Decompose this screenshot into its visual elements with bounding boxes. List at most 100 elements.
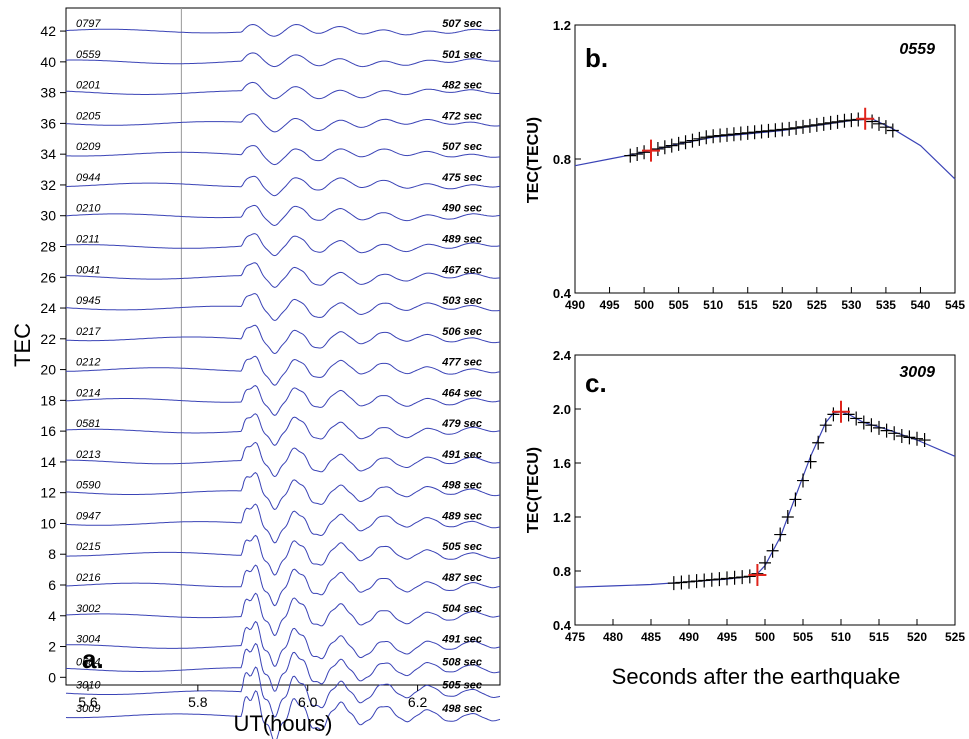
y-tick-label: 1.2	[553, 18, 571, 33]
sample-marker	[707, 129, 720, 144]
sample-marker	[911, 431, 923, 446]
tec-trace	[65, 355, 501, 386]
sample-marker	[705, 572, 718, 587]
sample-marker	[866, 114, 879, 129]
tec-trace	[65, 592, 501, 637]
sample-marker	[693, 131, 706, 146]
y-tick-label: 1.6	[553, 456, 571, 471]
sample-marker	[888, 426, 901, 441]
delay-label: 464 sec	[441, 387, 482, 399]
tec-trace	[66, 262, 501, 288]
sample-marker	[797, 119, 809, 134]
station-label: 0215	[76, 541, 101, 553]
tec-trace	[66, 441, 501, 478]
x-tick-label: 505	[793, 630, 813, 644]
sample-marker	[812, 435, 825, 450]
tec-trace	[65, 81, 501, 100]
sample-marker	[675, 575, 688, 590]
sample-marker	[903, 430, 916, 445]
sample-marker	[624, 148, 637, 163]
sample-marker	[850, 411, 863, 426]
y-tick-label: 22	[40, 331, 56, 347]
y-tick-label: 2	[48, 639, 56, 655]
sample-marker	[755, 124, 768, 139]
delay-label: 482 sec	[441, 80, 482, 92]
tec-trace	[65, 666, 501, 718]
sample-marker	[759, 555, 771, 570]
sample-marker	[918, 433, 931, 448]
station-label: 0945	[76, 295, 101, 307]
tec-trace	[65, 564, 501, 607]
x-axis-b: 490 495 500 505 510 515 520 525 530 535 540 545	[565, 287, 965, 312]
station-label: 0205	[76, 110, 101, 122]
x-tick-label: 515	[738, 298, 758, 312]
sample-marker	[776, 122, 789, 137]
tec-trace	[65, 642, 501, 692]
y-tick-label: 0.8	[553, 152, 571, 167]
y-tick-label: 38	[40, 85, 56, 101]
sample-marker	[824, 115, 837, 130]
panel-a-frame	[65, 7, 501, 686]
sample-marker	[631, 146, 644, 161]
delay-label: 507 sec	[442, 18, 482, 30]
y-tick-label: 0	[48, 669, 56, 685]
sample-marker	[790, 120, 803, 135]
delay-label: 505 sec	[442, 680, 482, 692]
station-label: 0210	[76, 203, 101, 215]
x-tick-label: 6.0	[298, 694, 318, 710]
pick-marker	[832, 400, 850, 423]
tec-trace	[66, 175, 501, 197]
plot-c	[574, 400, 956, 591]
sample-marker	[672, 136, 685, 151]
delay-label: 490 sec	[441, 203, 482, 215]
panel-b-ylabel: TEC(TECU)	[525, 117, 542, 203]
x-tick-label: 475	[565, 630, 585, 644]
y-tick-label: 14	[40, 454, 56, 470]
sample-marker	[700, 130, 713, 145]
sample-marker	[819, 418, 832, 433]
station-label: 0584	[76, 657, 100, 669]
x-tick-label: 5.6	[78, 694, 98, 710]
tec-trace	[65, 385, 501, 416]
station-label: 0216	[76, 572, 101, 584]
station-label: 3004	[76, 634, 100, 646]
y-tick-label: 26	[40, 269, 56, 285]
tec-trace	[65, 471, 501, 510]
tec-trace	[65, 145, 501, 166]
y-tick-label: 32	[40, 177, 56, 193]
x-tick-label: 5.8	[188, 694, 208, 710]
panel-c-title: 3009	[899, 364, 935, 381]
sample-marker	[658, 140, 671, 155]
sample-marker	[741, 125, 754, 140]
y-tick-label: 2.0	[553, 402, 571, 417]
sample-marker	[797, 473, 809, 488]
sample-marker	[845, 113, 858, 128]
y-tick-label: 18	[40, 392, 56, 408]
sample-marker	[895, 429, 908, 443]
station-label: 0797	[76, 18, 101, 30]
x-tick-label: 485	[641, 630, 661, 644]
sample-marker	[651, 141, 664, 156]
x-tick-label: 495	[600, 298, 620, 312]
x-tick-label: 505	[669, 298, 689, 312]
y-tick-label: 20	[40, 362, 56, 378]
sample-marker	[766, 543, 779, 558]
y-tick-label: 1.2	[553, 510, 571, 525]
delay-label: 504 sec	[442, 603, 482, 615]
panel-a-label: a.	[82, 644, 104, 674]
x-tick-label: 510	[831, 630, 851, 644]
x-tick-label: 535	[876, 298, 896, 312]
sample-marker	[842, 407, 855, 422]
x-tick-label: 490	[565, 298, 585, 312]
y-tick-label: 24	[40, 300, 56, 316]
pick-marker	[642, 139, 660, 162]
x-tick-label: 6.2	[408, 694, 428, 710]
sample-marker	[827, 407, 840, 422]
sample-marker	[748, 125, 761, 140]
y-tick-label: 28	[40, 238, 56, 254]
plot-b	[574, 107, 956, 180]
sample-marker	[743, 569, 756, 584]
station-label: 0559	[76, 49, 100, 61]
